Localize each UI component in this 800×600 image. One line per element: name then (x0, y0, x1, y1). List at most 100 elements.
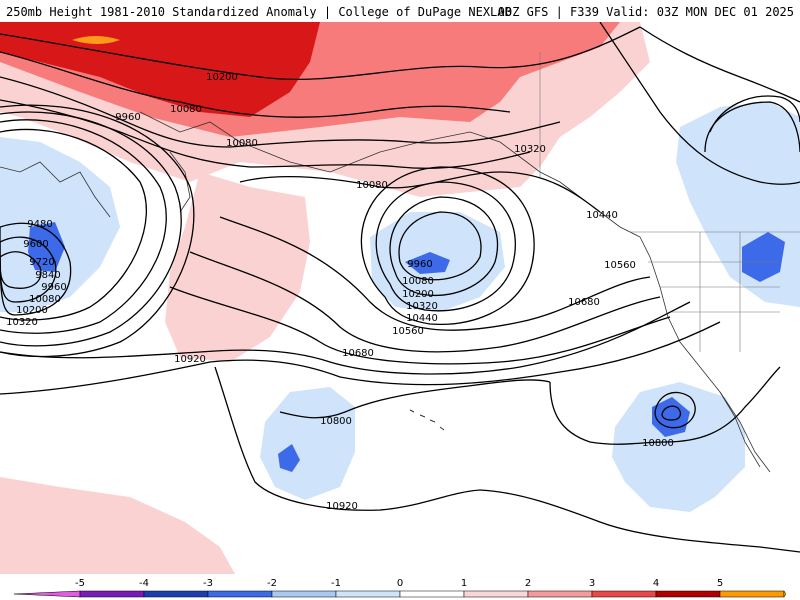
weak-positive-southwest (0, 477, 235, 574)
colorbar-segment (527, 590, 593, 598)
contour-label: 9600 (23, 239, 48, 250)
contour-line (654, 391, 696, 429)
contour-label: 10080 (356, 180, 388, 191)
colorbar-segment (655, 590, 721, 598)
contour-label: 10800 (642, 438, 674, 449)
asia-coastline (0, 161, 111, 218)
contour-label: 9720 (29, 257, 54, 268)
contour-line (239, 171, 601, 213)
contour-label: 10680 (342, 348, 374, 359)
contour-line (0, 76, 561, 148)
contour-line (639, 26, 800, 103)
contour-line (0, 301, 691, 375)
colorbar-segment (719, 590, 785, 598)
contour-label: 10920 (174, 354, 206, 365)
coastlines (0, 52, 800, 473)
contour-line (0, 222, 72, 316)
colorbar-tick-label: -2 (267, 578, 277, 589)
contour-label: 10920 (326, 501, 358, 512)
colorbar-segment (783, 590, 787, 598)
contour-line (0, 128, 147, 321)
colorbar-segment (271, 590, 337, 598)
contour-line (214, 366, 481, 511)
contour-line (0, 236, 57, 303)
contour-label: 10200 (402, 289, 434, 300)
contour-label: 9960 (407, 259, 432, 270)
contour-line (389, 196, 499, 297)
contour-line (661, 405, 682, 421)
contour-line (479, 489, 800, 553)
positive-anomaly-shading (0, 22, 650, 574)
contour-labels: 1020010080996010080100801032094809600972… (6, 72, 674, 512)
contour-label: 10680 (568, 297, 600, 308)
colorbar-segment (335, 590, 401, 598)
contour-line (0, 321, 721, 395)
contour-label: 10440 (406, 313, 438, 324)
contour-line (398, 211, 482, 281)
contour-label: 10560 (392, 326, 424, 337)
contour-label: 9480 (27, 219, 52, 230)
colorbar-tick-label: -1 (331, 578, 341, 589)
hawaii-islands (409, 409, 445, 431)
colorbar-tick-label: 2 (525, 578, 531, 589)
contour-label: 10560 (604, 260, 636, 271)
weak-positive-tongue (165, 172, 310, 362)
anomaly-colorbar: -5 -4 -3 -2 -1 0 1 2 3 4 5 (13, 578, 787, 598)
colorbar-tick-label: -4 (139, 578, 149, 589)
canada-border (539, 52, 800, 233)
colorbar-tick-label: 0 (397, 578, 403, 589)
contour-label: 9840 (35, 270, 60, 281)
weak-negative-southeast (612, 382, 745, 512)
colorbar-segment (399, 590, 465, 598)
header: 250mb Height 1981-2010 Standardized Anom… (0, 0, 800, 22)
contour-label: 10440 (586, 210, 618, 221)
contour-line (549, 366, 781, 445)
colorbar-tick-label: 4 (653, 578, 659, 589)
contour-line (189, 251, 661, 353)
map-title: 250mb Height 1981-2010 Standardized Anom… (6, 5, 512, 19)
colorbar-tick-label: -3 (203, 578, 213, 589)
contour-label: 9960 (115, 112, 140, 123)
contour-line (375, 181, 516, 312)
colorbar-tick-label: 1 (461, 578, 467, 589)
model-run-info: 00Z GFS | F339 Valid: 03Z MON DEC 01 202… (497, 5, 794, 19)
contour-line (0, 119, 167, 334)
colorbar-segment (13, 590, 81, 598)
contour-label: 10320 (6, 317, 38, 328)
contour-label: 10320 (514, 144, 546, 155)
contour-label: 10320 (406, 301, 438, 312)
colorbar-segments (13, 590, 787, 598)
contour-line (169, 286, 671, 365)
moderate-negative-west (28, 222, 65, 272)
contour-line (0, 111, 182, 347)
moderate-negative-south-central (278, 444, 300, 472)
contour-label: 10080 (29, 294, 61, 305)
colorbar-segment (207, 590, 273, 598)
contour-line (0, 26, 641, 80)
contour-line (599, 22, 800, 185)
weak-negative-south-central (260, 387, 355, 500)
kamchatka-coastline (169, 151, 191, 213)
colorbar-ticks: -5 -4 -3 -2 -1 0 1 2 3 4 5 (75, 578, 723, 589)
colorbar-segment (143, 590, 209, 598)
colorbar-segment (79, 590, 145, 598)
contour-line (704, 101, 800, 153)
height-contours (0, 22, 800, 553)
contour-label: 10200 (16, 305, 48, 316)
contour-line (709, 95, 800, 133)
contour-line (360, 166, 535, 326)
baja-coastline (719, 391, 761, 468)
contour-label: 10080 (226, 138, 258, 149)
contour-label: 10080 (402, 276, 434, 287)
contour-line (279, 379, 551, 419)
alaska-coastline (139, 111, 601, 213)
colorbar-tick-label: 5 (717, 578, 723, 589)
weak-negative-west (0, 137, 120, 312)
negative-anomaly-shading (0, 102, 800, 512)
colorbar-tick-label: -5 (75, 578, 85, 589)
colorbar-segment (591, 590, 657, 598)
contour-line (219, 216, 651, 331)
moderate-negative-central (405, 252, 450, 274)
colorbar-segment (463, 590, 529, 598)
extreme-positive-spot (72, 36, 120, 44)
